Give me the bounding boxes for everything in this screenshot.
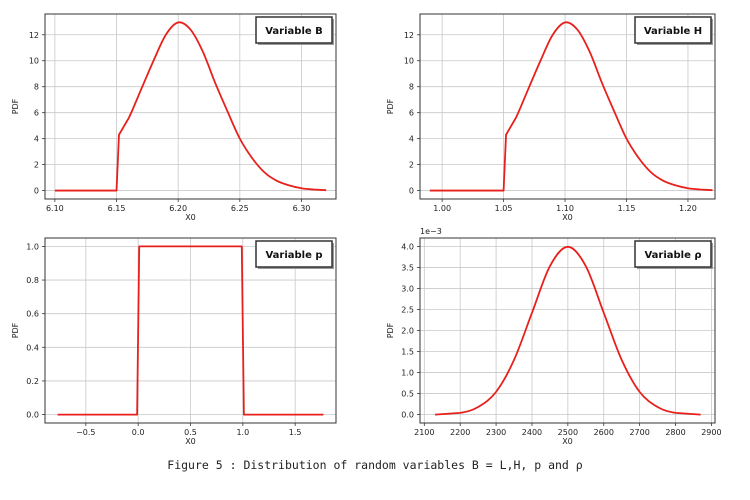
legend-box (255, 240, 333, 268)
y-tick-label: 6 (409, 109, 414, 118)
x-tick-label: 1.5 (289, 428, 302, 437)
x-tick-label: 2800 (665, 428, 685, 437)
x-tick-label: 2600 (594, 428, 614, 437)
figure-caption: Figure 5 : Distribution of random variab… (167, 458, 583, 472)
y-tick-label: 0.0 (401, 411, 414, 420)
y-tick-label: 6 (34, 109, 39, 118)
y-tick-label: 4.0 (401, 242, 414, 251)
x-tick-label: 6.30 (293, 204, 311, 213)
x-tick-label: 1.05 (495, 204, 513, 213)
legend-label: Variable ρ (644, 250, 701, 261)
y-tick-label: 8 (34, 83, 39, 92)
y-tick-label: 0.5 (401, 390, 414, 399)
y-tick-label: 0.6 (26, 310, 39, 319)
x-tick-label: 2300 (486, 428, 506, 437)
y-tick-label: 1.0 (401, 369, 414, 378)
x-tick-label: 6.25 (231, 204, 249, 213)
y-axis-label: PDF (11, 322, 20, 338)
y-tick-label: 10 (404, 57, 414, 66)
series-line (57, 245, 324, 416)
x-tick-label: −0.5 (76, 428, 95, 437)
x-tick-label: 0.0 (132, 428, 145, 437)
x-tick-label: 6.10 (46, 204, 64, 213)
y-tick-label: 2.0 (401, 327, 414, 336)
x-tick-label: 2200 (450, 428, 470, 437)
series-line (435, 245, 701, 416)
y-offset-label: 1e−3 (420, 227, 442, 236)
y-tick-label: 3.5 (401, 263, 414, 272)
y-tick-label: 4 (34, 135, 39, 144)
legend-label: Variable p (265, 250, 322, 261)
x-tick-label: 1.0 (236, 428, 249, 437)
x-axis-label: X0 (562, 437, 573, 446)
x-tick-label: 2900 (701, 428, 721, 437)
y-tick-label: 1.0 (26, 242, 39, 251)
axes-frame (419, 13, 716, 200)
series-line (54, 21, 327, 192)
legend-label: Variable B (265, 26, 323, 37)
axes-frame (419, 237, 716, 424)
y-tick-label: 3.0 (401, 284, 414, 293)
subplot-2: 1.00 1.05 1.10 1.15 1.20 0 2 4 6 8 10 12 X0 PDF Variab… (386, 13, 716, 222)
y-axis-label: PDF (11, 98, 20, 114)
subplot-3: −0.5 0.0 0.5 1.0 1.5 0.0 0.2 0.4 0.6 0.8 1.0 X0 PDF V… (11, 237, 337, 446)
y-axis-label: PDF (386, 322, 395, 338)
y-tick-label: 0.4 (26, 343, 39, 352)
subplot-1: 6.10 6.15 6.20 6.25 6.30 0 2 4 6 8 10 12 X0 PDF Variab… (11, 13, 337, 222)
x-tick-label: 6.20 (169, 204, 187, 213)
x-axis-label: X0 (562, 213, 573, 222)
x-tick-label: 2500 (558, 428, 578, 437)
legend-box (634, 240, 712, 268)
legend-label: Variable H (644, 26, 702, 37)
y-tick-label: 10 (29, 57, 39, 66)
axes-frame (44, 13, 337, 200)
series-line (429, 21, 713, 192)
x-tick-label: 2100 (414, 428, 434, 437)
subplot-4: 2100 2200 2300 2400 2500 2600 2700 2800 2900 0.0 0… (386, 227, 722, 446)
y-tick-label: 12 (404, 31, 414, 40)
x-tick-label: 0.5 (184, 428, 197, 437)
x-tick-label: 2700 (629, 428, 649, 437)
x-tick-label: 1.15 (618, 204, 636, 213)
x-tick-label: 1.00 (433, 204, 451, 213)
y-tick-label: 4 (409, 135, 414, 144)
x-tick-label: 1.10 (556, 204, 574, 213)
y-tick-label: 2 (409, 161, 414, 170)
x-tick-label: 2400 (522, 428, 542, 437)
legend-box (634, 16, 712, 44)
y-tick-label: 0 (34, 187, 39, 196)
y-tick-label: 12 (29, 31, 39, 40)
y-tick-label: 2.5 (401, 305, 414, 314)
y-tick-label: 1.5 (401, 348, 414, 357)
y-tick-label: 0 (409, 187, 414, 196)
x-tick-label: 1.20 (679, 204, 697, 213)
y-tick-label: 2 (34, 161, 39, 170)
x-axis-label: X0 (185, 437, 196, 446)
axes-frame (44, 237, 337, 424)
y-tick-label: 8 (409, 83, 414, 92)
y-tick-label: 0.2 (26, 377, 39, 386)
y-tick-label: 0.0 (26, 411, 39, 420)
y-tick-label: 0.8 (26, 276, 39, 285)
x-axis-label: X0 (185, 213, 196, 222)
legend-box (255, 16, 333, 44)
x-tick-label: 6.15 (108, 204, 126, 213)
y-axis-label: PDF (386, 98, 395, 114)
